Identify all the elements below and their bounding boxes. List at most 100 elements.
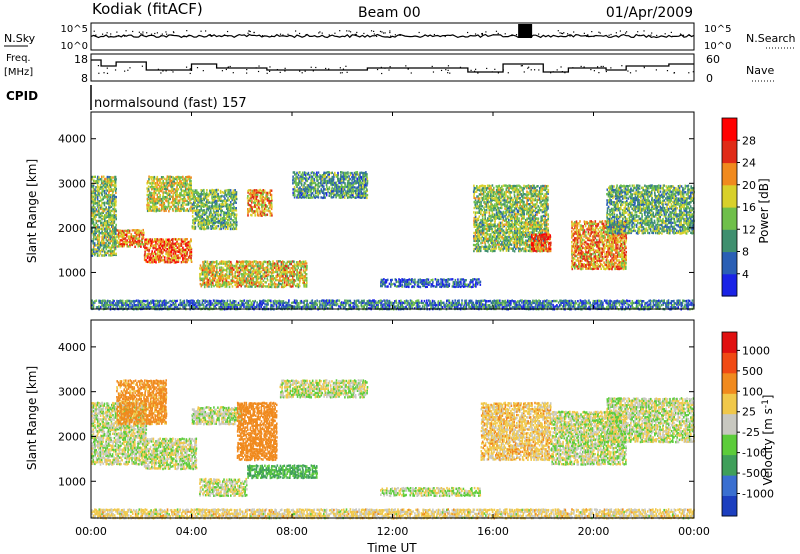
scatter-cell [304, 279, 306, 282]
scatter-cell [102, 180, 105, 183]
scatter-cell [91, 209, 93, 213]
nave-point [97, 65, 100, 67]
scatter-cell [156, 181, 159, 184]
scatter-cell [179, 248, 181, 252]
scatter-cell [272, 277, 274, 280]
scatter-cell [258, 285, 261, 288]
scatter-cell [516, 242, 518, 245]
scatter-cell [360, 190, 363, 193]
scatter-cell [477, 206, 480, 210]
scatter-cell [497, 185, 499, 188]
scatter-cell [424, 285, 427, 289]
scatter-cell [260, 281, 263, 284]
scatter-cell [221, 270, 224, 274]
scatter-cell [484, 231, 487, 235]
scatter-cell [188, 240, 191, 243]
scatter-cell [516, 199, 518, 202]
scatter-cell [220, 260, 223, 263]
scatter-cell [147, 238, 149, 241]
scatter-cell [204, 283, 207, 286]
scatter-cell [261, 207, 263, 210]
scatter-cell [303, 171, 306, 174]
scatter-cell [335, 183, 337, 187]
scatter-cell [177, 248, 180, 251]
scatter-cell [109, 252, 112, 255]
scatter-cell [170, 259, 173, 262]
scatter-cell [342, 189, 345, 193]
scatter-cell [478, 189, 481, 192]
scatter-cell [354, 196, 356, 199]
scatter-cell [351, 176, 353, 179]
scatter-cell [251, 285, 253, 288]
scatter-cell [481, 217, 484, 220]
scatter-cell [146, 190, 149, 193]
scatter-cell [206, 225, 208, 229]
scatter-cell [458, 283, 461, 286]
scatter-cell [115, 242, 117, 245]
scatter-cell [221, 281, 224, 284]
scatter-cell [220, 273, 222, 276]
scatter-cell [226, 262, 228, 266]
scatter-cell [497, 237, 499, 240]
scatter-cell [249, 264, 252, 268]
scatter-cell [290, 262, 293, 266]
scatter-cell [498, 231, 500, 235]
scatter-cell [269, 277, 272, 280]
scatter-cell [177, 260, 180, 263]
scatter-cell [173, 254, 175, 258]
scatter-cell [105, 206, 107, 209]
scatter-cell [513, 217, 516, 220]
scatter-cell [98, 243, 101, 247]
scatter-cell [270, 277, 273, 280]
scatter-cell [481, 205, 484, 208]
scatter-cell [505, 221, 508, 224]
nave-point [342, 68, 345, 70]
scatter-cell [108, 203, 110, 206]
scatter-cell [106, 214, 109, 217]
scatter-cell [195, 219, 197, 222]
scatter-cell [487, 233, 489, 236]
scatter-cell [193, 222, 195, 226]
scatter-cell [298, 177, 300, 180]
scatter-cell [212, 209, 215, 212]
scatter-cell [218, 266, 221, 269]
scatter-cell [227, 274, 229, 278]
scatter-cell [113, 213, 116, 217]
scatter-cell [224, 219, 226, 222]
scatter-cell [313, 188, 316, 191]
scatter-cell [176, 250, 178, 253]
noise-point [495, 30, 498, 32]
scatter-cell [221, 283, 224, 286]
scatter-cell [526, 223, 528, 226]
scatter-cell [299, 194, 301, 197]
scatter-cell [363, 185, 366, 189]
scatter-cell [200, 268, 203, 271]
scatter-cell [148, 248, 151, 252]
scatter-cell [208, 193, 211, 196]
scatter-cell [106, 180, 109, 183]
scatter-cell [219, 261, 221, 264]
scatter-cell [511, 210, 513, 214]
scatter-cell [483, 227, 485, 230]
noise-point [389, 31, 391, 34]
scatter-cell [200, 191, 203, 194]
scatter-cell [113, 243, 116, 247]
scatter-cell [526, 202, 528, 206]
scatter-cell [365, 194, 367, 197]
scatter-cell [185, 189, 187, 192]
scatter-cell [507, 247, 510, 250]
scatter-cell [502, 217, 505, 220]
scatter-cell [508, 221, 510, 224]
scatter-cell [170, 191, 173, 194]
scatter-cell [270, 203, 273, 206]
scatter-cell [490, 239, 492, 242]
scatter-cell [524, 235, 527, 238]
scatter-cell [256, 201, 259, 204]
scatter-cell [179, 244, 181, 248]
scatter-cell [234, 191, 237, 194]
scatter-cell [362, 194, 365, 197]
scatter-cell [167, 201, 170, 204]
scatter-cell [487, 202, 489, 206]
scatter-cell [136, 233, 139, 236]
scatter-cell [502, 188, 504, 191]
